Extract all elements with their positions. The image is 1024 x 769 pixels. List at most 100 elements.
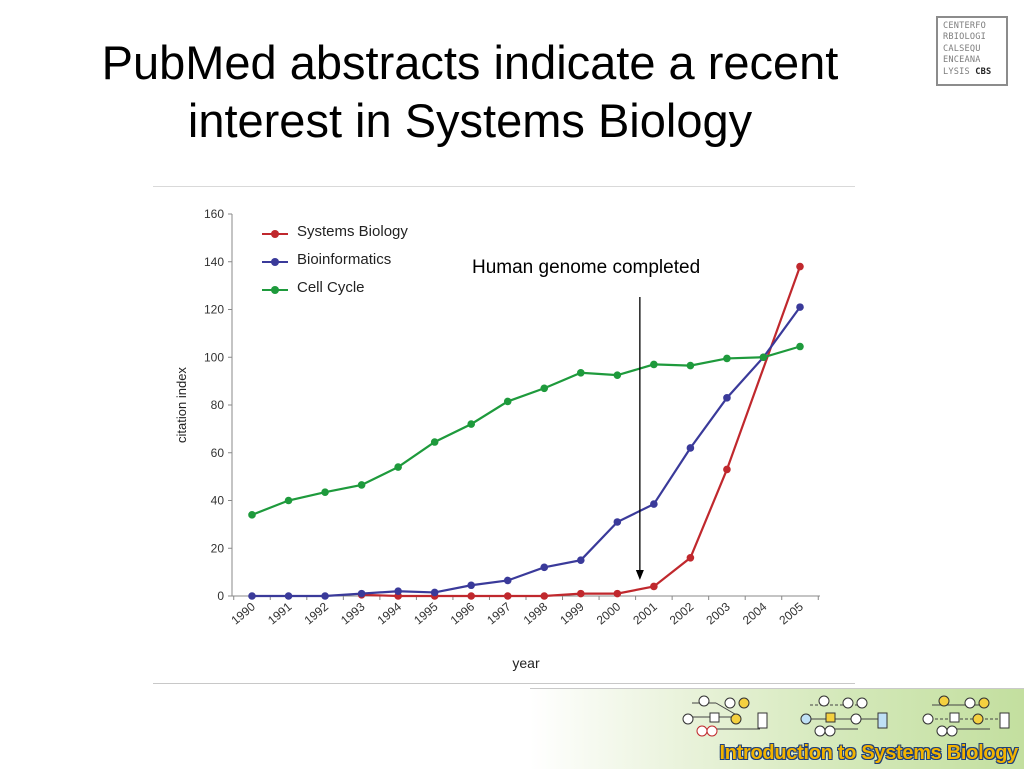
data-point bbox=[503, 576, 512, 585]
logo-row: LYSIS bbox=[943, 66, 970, 77]
data-point bbox=[796, 303, 804, 311]
data-point bbox=[394, 587, 402, 596]
data-point bbox=[723, 394, 731, 402]
logo-row: RBIOLOGI bbox=[943, 32, 986, 43]
annotation-human-genome: Human genome completed bbox=[472, 257, 701, 278]
data-point bbox=[467, 592, 476, 600]
data-point bbox=[467, 420, 476, 428]
x-tick-label: 1991 bbox=[265, 599, 295, 627]
logo-row-last: LYSIS CBS bbox=[943, 67, 1006, 78]
data-point bbox=[723, 354, 731, 363]
x-tick-label: 1996 bbox=[448, 599, 478, 627]
slide-title-line-2: interest in Systems Biology bbox=[187, 94, 753, 147]
x-tick-label: 1995 bbox=[411, 599, 441, 627]
data-point bbox=[577, 556, 585, 564]
y-axis-label: citation index bbox=[174, 367, 189, 443]
x-tick-label: 1998 bbox=[521, 599, 551, 627]
chart-frame bbox=[153, 186, 855, 684]
data-point bbox=[650, 500, 658, 508]
logo-row: CALSEQU bbox=[943, 43, 981, 54]
x-tick-label: 2005 bbox=[776, 599, 806, 627]
footer-course-title: Introduction to Systems Biology bbox=[719, 742, 1019, 764]
y-tick-label: 140 bbox=[204, 255, 224, 269]
data-point bbox=[248, 511, 256, 519]
data-point bbox=[613, 518, 622, 526]
data-point bbox=[577, 368, 585, 377]
data-point bbox=[540, 592, 549, 600]
x-tick-label: 1990 bbox=[228, 599, 258, 627]
data-point bbox=[650, 582, 658, 591]
slide-title-line-1: PubMed abstracts indicate a recent bbox=[101, 36, 839, 89]
network-diagram-icon bbox=[800, 695, 888, 737]
y-tick-label: 20 bbox=[211, 541, 225, 555]
legend-dot bbox=[271, 230, 279, 238]
data-point bbox=[503, 397, 512, 406]
x-tick-label: 1992 bbox=[302, 599, 332, 627]
data-point bbox=[650, 360, 658, 369]
data-point bbox=[430, 588, 439, 597]
series-line-systems-biology bbox=[361, 266, 802, 598]
data-point bbox=[394, 463, 402, 471]
data-point bbox=[284, 592, 293, 600]
data-point bbox=[321, 488, 329, 496]
data-point bbox=[613, 371, 622, 379]
data-point bbox=[284, 496, 293, 505]
data-point bbox=[248, 592, 256, 600]
logo-row: ENCEANA bbox=[943, 55, 981, 66]
data-point bbox=[430, 438, 439, 446]
data-point bbox=[540, 384, 549, 393]
data-point bbox=[357, 481, 366, 489]
x-tick-label: 2003 bbox=[703, 599, 733, 627]
x-axis-label: year bbox=[512, 655, 540, 671]
data-point bbox=[613, 589, 622, 598]
y-tick-label: 160 bbox=[204, 207, 224, 221]
x-tick-label: 2002 bbox=[667, 599, 697, 627]
x-tick-label: 2004 bbox=[740, 599, 770, 627]
legend-label: Cell Cycle bbox=[297, 279, 365, 296]
logo-mark: CBS bbox=[975, 66, 992, 77]
legend-label: Bioinformatics bbox=[297, 251, 392, 268]
series-line-cell-cycle bbox=[251, 345, 801, 516]
y-tick-label: 120 bbox=[204, 303, 224, 317]
x-tick-label: 1993 bbox=[338, 599, 368, 627]
data-point bbox=[759, 353, 768, 362]
legend-dot bbox=[271, 286, 279, 294]
logo-row: CENTERFO bbox=[943, 21, 986, 31]
series-points bbox=[248, 262, 804, 600]
data-point bbox=[686, 361, 695, 370]
data-point bbox=[796, 262, 804, 271]
x-tick-label: 1997 bbox=[484, 599, 514, 627]
y-tick-label: 0 bbox=[217, 589, 224, 603]
x-tick-label: 2000 bbox=[594, 599, 624, 627]
data-point bbox=[796, 342, 804, 351]
data-point bbox=[686, 554, 695, 562]
legend-label: Systems Biology bbox=[297, 223, 408, 240]
series-lines bbox=[251, 266, 802, 598]
data-point bbox=[723, 465, 731, 474]
x-tick-label: 1994 bbox=[375, 599, 405, 627]
network-diagram-icon bbox=[922, 695, 1010, 737]
data-point bbox=[467, 581, 476, 590]
network-diagram-icon bbox=[682, 695, 768, 737]
y-tick-label: 40 bbox=[211, 494, 225, 508]
x-tick-label: 2001 bbox=[630, 599, 660, 627]
data-point bbox=[503, 592, 512, 600]
y-tick-label: 100 bbox=[204, 350, 224, 364]
data-point bbox=[686, 444, 695, 452]
data-point bbox=[540, 563, 549, 572]
slide-title: PubMed abstracts indicate a recent inter… bbox=[30, 34, 910, 150]
series-line-bioinformatics bbox=[252, 306, 801, 598]
footer-banner: Introduction to Systems Biology bbox=[530, 688, 1024, 769]
y-tick-label: 80 bbox=[211, 398, 225, 412]
y-axis-ticks: 0 20 40 60 80 100 120 140 160 bbox=[204, 207, 232, 603]
cbs-logo: CENTERFO RBIOLOGI CALSEQU ENCEANA LYSIS … bbox=[936, 16, 1008, 86]
x-axis-ticks: 1990 1991 1992 1993 1994 1995 1996 1997 1998 1999… bbox=[228, 596, 819, 627]
data-point bbox=[321, 592, 329, 600]
x-tick-label: 1999 bbox=[557, 599, 587, 627]
y-tick-label: 60 bbox=[211, 446, 225, 460]
data-point bbox=[577, 589, 585, 598]
data-point bbox=[357, 589, 366, 598]
annotation-arrowhead bbox=[635, 570, 644, 580]
legend-dot bbox=[271, 258, 279, 266]
